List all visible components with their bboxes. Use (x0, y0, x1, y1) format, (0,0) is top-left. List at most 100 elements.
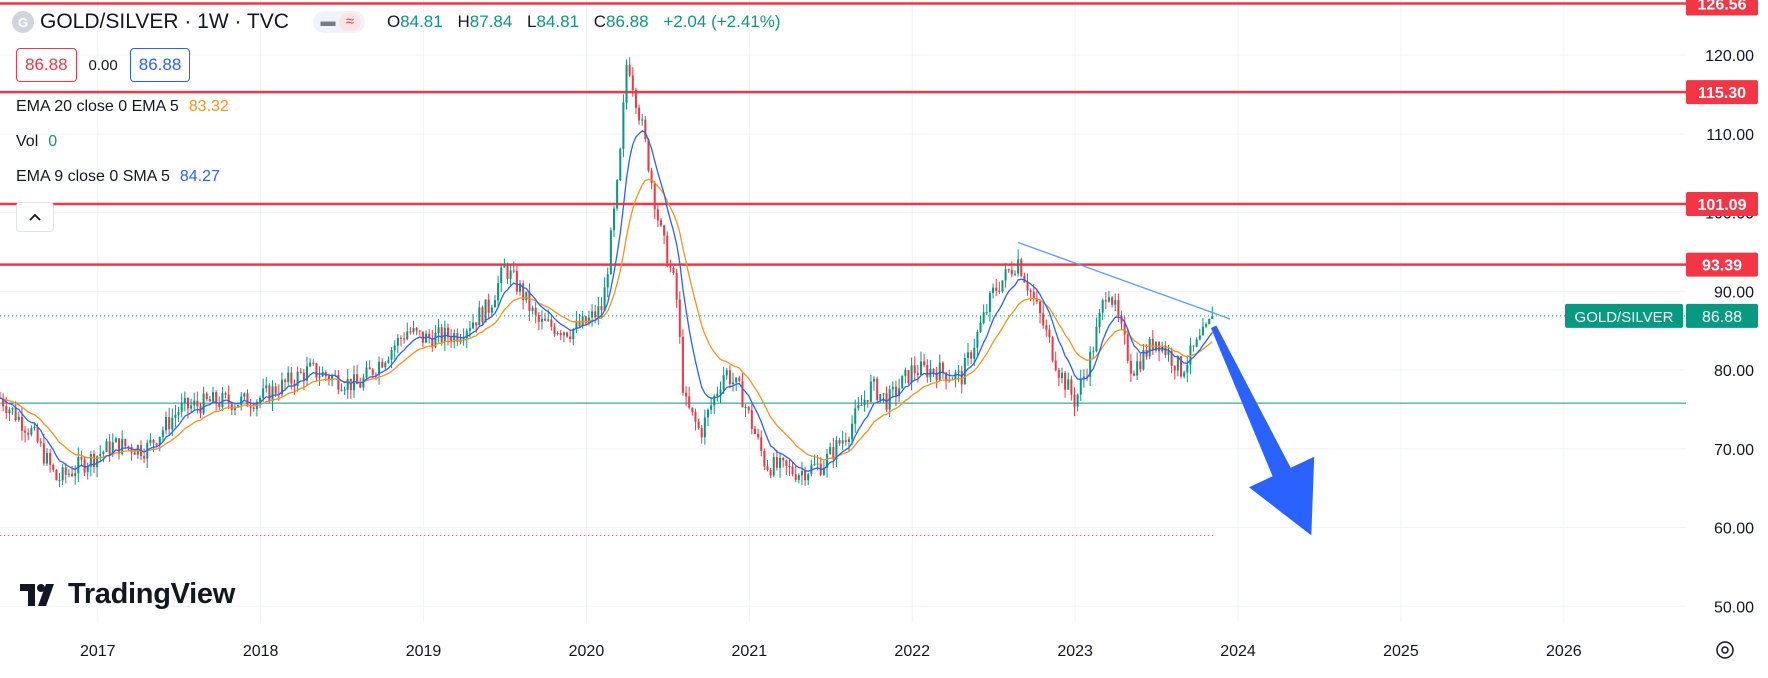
candle-body (672, 267, 675, 274)
candle-body (666, 235, 669, 267)
candle-body (497, 283, 500, 301)
candle-body (1133, 373, 1136, 376)
candle-body (1173, 365, 1176, 371)
high-label: H (457, 12, 470, 31)
candle-body (359, 383, 362, 388)
candle-body (227, 394, 230, 404)
candle-body (406, 331, 409, 340)
close-label: C (593, 12, 607, 31)
candle-body (1179, 356, 1183, 377)
candle-body (913, 365, 916, 374)
indicator-volume[interactable]: Vol 0 (16, 133, 57, 151)
candle-body (863, 399, 866, 405)
buy-price-button[interactable]: 86.88 (129, 48, 191, 82)
candle-body (64, 467, 67, 475)
x-axis-tick-label: 2021 (732, 643, 768, 660)
tradingview-logo[interactable]: TradingView (20, 578, 235, 611)
candle-body (1029, 290, 1032, 292)
candle-body (290, 372, 293, 384)
candle-body (838, 440, 841, 444)
candle-body (747, 407, 750, 411)
drawings (1017, 241, 1315, 536)
candle-body (575, 320, 578, 329)
candle-body (710, 405, 713, 410)
candle-body (287, 372, 290, 383)
indicator-ema20[interactable]: EMA 20 close 0 EMA 5 83.32 (16, 98, 229, 116)
candle-body (854, 408, 857, 424)
candle-body (1136, 361, 1139, 376)
candle-body (1201, 326, 1204, 336)
indicator-ema9[interactable]: EMA 9 close 0 SMA 5 84.27 (16, 168, 220, 186)
candle-body (945, 372, 948, 382)
x-axis-tick-label: 2018 (243, 643, 279, 660)
candle-body (1114, 300, 1117, 305)
candle-body (240, 396, 243, 406)
last-price-tag (1686, 303, 1758, 328)
level-price-tag-label: 101.09 (1698, 197, 1747, 214)
candle-body (800, 470, 803, 476)
candle-body (847, 439, 850, 443)
settings-gear-icon[interactable] (1716, 641, 1734, 659)
candle-body (24, 430, 27, 433)
candle-body (1120, 316, 1123, 324)
hide-icon[interactable]: ▬ (320, 13, 336, 30)
candle-body (205, 393, 208, 400)
candle-body (1073, 394, 1076, 407)
candle-body (841, 440, 844, 444)
visibility-pill[interactable]: ▬ ≈ (312, 11, 365, 33)
candle-body (403, 338, 406, 340)
candle-body (1076, 394, 1079, 407)
candle-body (706, 409, 710, 418)
candle-body (995, 287, 998, 291)
collapse-legend-button[interactable] (16, 202, 54, 232)
high-value: 87.84 (469, 12, 513, 31)
candle-body (970, 352, 973, 359)
candle-body (732, 382, 735, 385)
candle-body (190, 405, 193, 409)
candle-body (39, 441, 42, 444)
candle-body (1067, 379, 1070, 390)
candle-body (1192, 345, 1195, 347)
candle-body (1129, 360, 1132, 374)
candle-body (252, 407, 255, 409)
symbol-title[interactable]: GOLD/SILVER · 1W · TVC (40, 10, 289, 33)
candle-body (1107, 297, 1110, 302)
candle-body (797, 475, 800, 480)
candle-body (186, 398, 189, 409)
level-price-tag (1686, 252, 1758, 277)
forecast-arrow (1210, 325, 1315, 536)
candle-body (99, 454, 102, 457)
candle-body (418, 330, 421, 332)
candle-body (750, 410, 753, 429)
candle-body (434, 333, 437, 348)
candle-body (628, 64, 631, 76)
x-axis-tick-label: 2025 (1383, 643, 1419, 660)
candle-body (1211, 315, 1214, 319)
candle-body (296, 371, 299, 387)
candle-body (437, 327, 440, 334)
candle-body (462, 338, 465, 340)
candle-body (1039, 301, 1042, 314)
candle-body (963, 358, 966, 385)
candle-body (525, 291, 528, 301)
candle-body (415, 327, 418, 331)
candle-body (678, 299, 681, 337)
candle-body (782, 458, 785, 461)
candle-body (1051, 337, 1054, 361)
candle-body (612, 208, 616, 231)
candle-body (544, 318, 547, 321)
candle-body (1004, 269, 1007, 281)
candle-body (136, 445, 139, 455)
sell-price-button[interactable]: 86.88 (16, 48, 77, 82)
legend-header: G GOLD/SILVER · 1W · TVC ▬ ≈ O84.81 H87.… (12, 10, 791, 34)
candle-body (1092, 351, 1095, 353)
candle-body (312, 362, 315, 364)
candle-body (315, 363, 318, 378)
candle-body (631, 75, 634, 90)
symbol-tag-label: GOLD/SILVER (1575, 309, 1674, 326)
indicator-value: 83.32 (188, 98, 229, 115)
candle-body (625, 64, 628, 103)
compare-wave-icon[interactable]: ≈ (338, 13, 361, 31)
